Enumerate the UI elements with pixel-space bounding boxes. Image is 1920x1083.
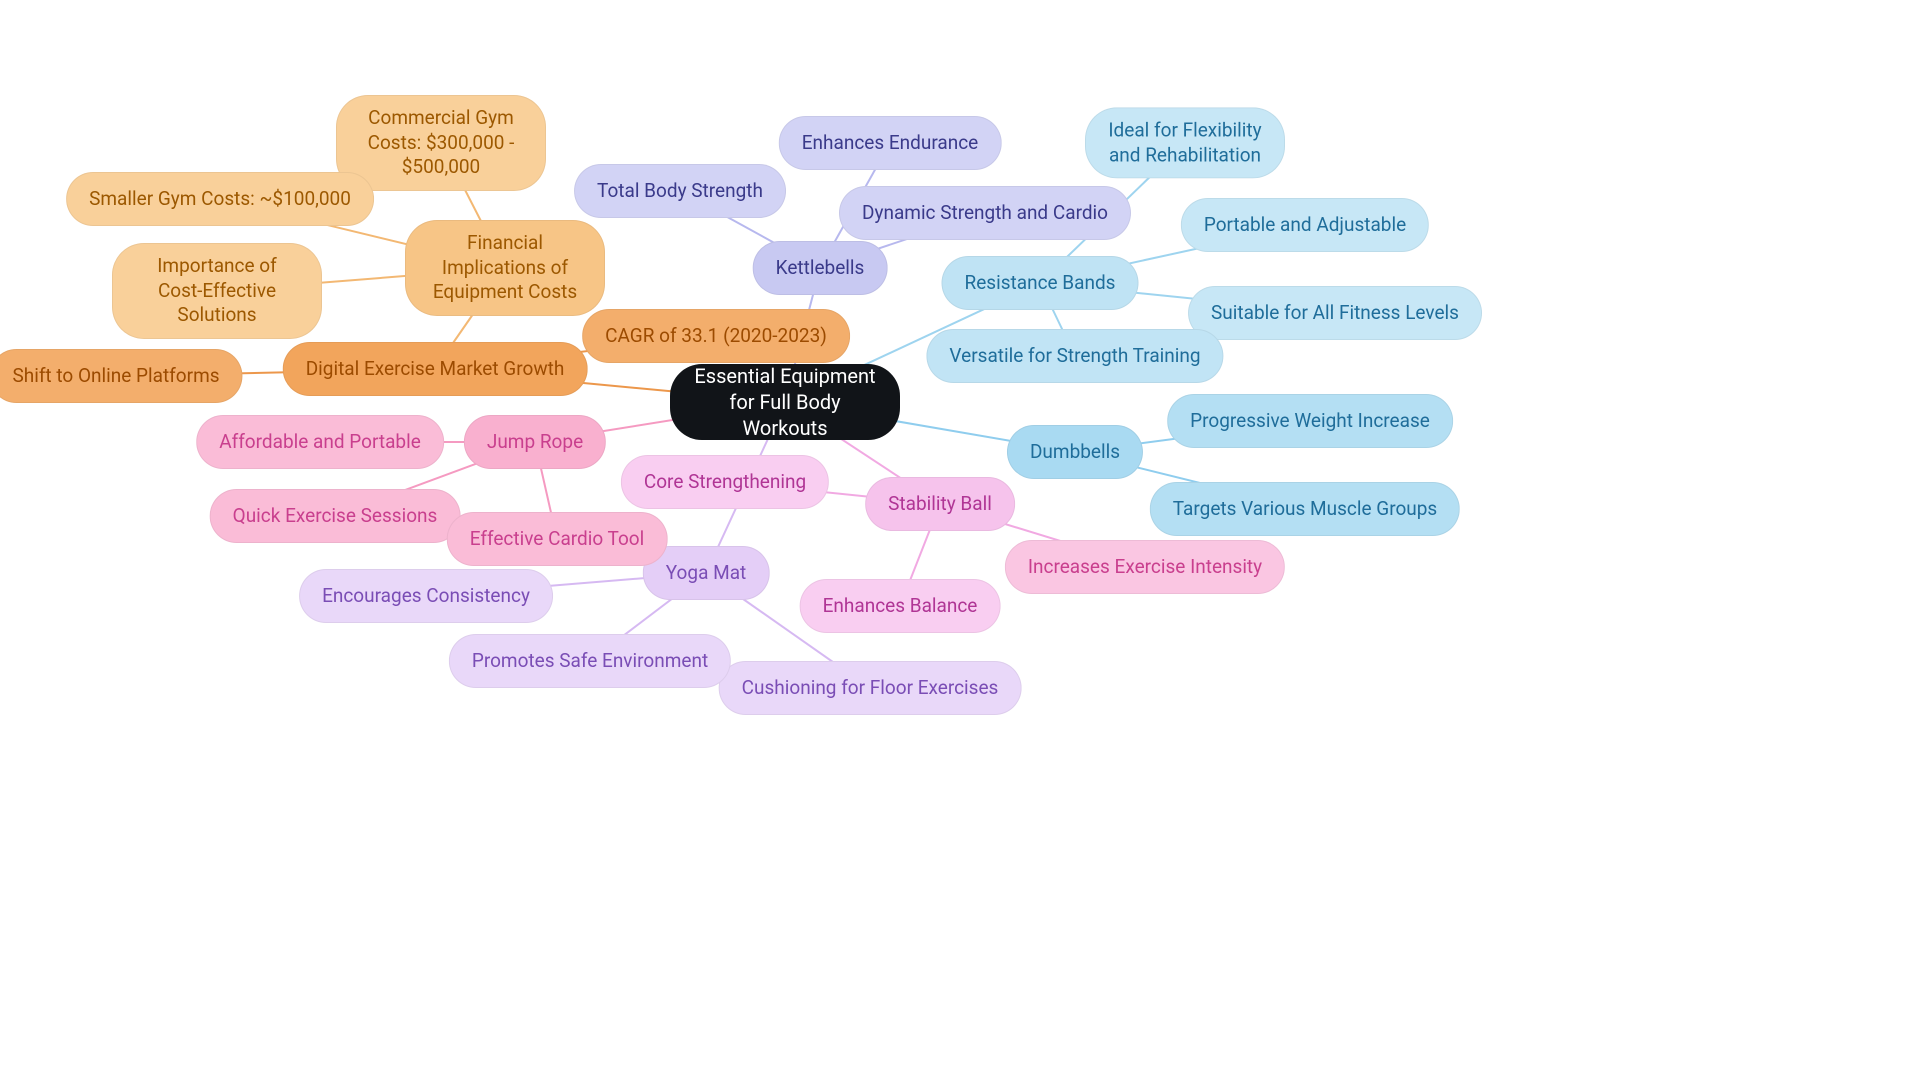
- node-label: Encourages Consistency: [322, 584, 530, 609]
- node-ket_dyn: Dynamic Strength and Cardio: [839, 186, 1131, 240]
- node-fin_small: Smaller Gym Costs: ~$100,000: [66, 172, 374, 226]
- node-label: Commercial Gym Costs: $300,000 - $500,00…: [359, 106, 523, 180]
- node-label: Smaller Gym Costs: ~$100,000: [89, 187, 351, 212]
- node-ket_end: Enhances Endurance: [779, 116, 1002, 170]
- node-label: Effective Cardio Tool: [470, 527, 645, 552]
- node-label: Progressive Weight Increase: [1190, 409, 1430, 434]
- node-label: Digital Exercise Market Growth: [306, 357, 565, 382]
- node-dumb_targ: Targets Various Muscle Groups: [1150, 482, 1460, 536]
- node-yoga_safe: Promotes Safe Environment: [449, 634, 731, 688]
- node-label: Financial Implications of Equipment Cost…: [428, 231, 582, 305]
- node-label: Increases Exercise Intensity: [1028, 555, 1262, 580]
- node-label: Targets Various Muscle Groups: [1173, 497, 1437, 522]
- node-fin_cost: Importance of Cost-Effective Solutions: [112, 243, 322, 339]
- node-jump_quick: Quick Exercise Sessions: [210, 489, 461, 543]
- node-label: Ideal for Flexibility and Rehabilitation: [1108, 118, 1262, 167]
- node-label: Quick Exercise Sessions: [233, 504, 438, 529]
- node-stab_core: Core Strengthening: [621, 455, 829, 509]
- node-res_levels: Suitable for All Fitness Levels: [1188, 286, 1482, 340]
- node-dumb_prog: Progressive Weight Increase: [1167, 394, 1453, 448]
- node-fin: Financial Implications of Equipment Cost…: [405, 220, 605, 316]
- node-label: Cushioning for Floor Exercises: [742, 676, 999, 701]
- node-dumb: Dumbbells: [1007, 425, 1143, 479]
- node-jump: Jump Rope: [464, 415, 606, 469]
- node-jump_card: Effective Cardio Tool: [447, 512, 668, 566]
- node-yoga_cush: Cushioning for Floor Exercises: [719, 661, 1022, 715]
- node-label: Enhances Balance: [823, 594, 978, 619]
- node-res_port: Portable and Adjustable: [1181, 198, 1429, 252]
- node-label: Dumbbells: [1030, 440, 1120, 465]
- node-fin_com: Commercial Gym Costs: $300,000 - $500,00…: [336, 95, 546, 191]
- node-digi_cagr: CAGR of 33.1 (2020-2023): [582, 309, 850, 363]
- node-label: Stability Ball: [888, 492, 992, 517]
- node-ket_tot: Total Body Strength: [574, 164, 786, 218]
- node-jump_aff: Affordable and Portable: [196, 415, 444, 469]
- node-label: Total Body Strength: [597, 179, 763, 204]
- node-label: Core Strengthening: [644, 470, 806, 495]
- node-label: Resistance Bands: [965, 271, 1116, 296]
- node-label: Versatile for Strength Training: [949, 344, 1200, 369]
- node-res_vers: Versatile for Strength Training: [926, 329, 1223, 383]
- node-label: Jump Rope: [487, 430, 583, 455]
- root-node: Essential Equipment for Full Body Workou…: [670, 364, 900, 440]
- node-label: Kettlebells: [776, 256, 865, 281]
- node-res_flex: Ideal for Flexibility and Rehabilitation: [1085, 107, 1285, 178]
- node-label: CAGR of 33.1 (2020-2023): [605, 324, 827, 349]
- node-digi: Digital Exercise Market Growth: [283, 342, 588, 396]
- node-stab: Stability Ball: [865, 477, 1015, 531]
- node-stab_int: Increases Exercise Intensity: [1005, 540, 1285, 594]
- node-label: Yoga Mat: [666, 561, 747, 586]
- node-label: Promotes Safe Environment: [472, 649, 708, 674]
- node-label: Affordable and Portable: [219, 430, 421, 455]
- node-stab_bal: Enhances Balance: [800, 579, 1001, 633]
- node-digi_shift: Shift to Online Platforms: [0, 349, 243, 403]
- node-label: Enhances Endurance: [802, 131, 979, 156]
- node-label: Shift to Online Platforms: [12, 364, 219, 389]
- node-resistance: Resistance Bands: [942, 256, 1139, 310]
- node-kettle: Kettlebells: [753, 241, 888, 295]
- node-label: Suitable for All Fitness Levels: [1211, 301, 1459, 326]
- node-label: Importance of Cost-Effective Solutions: [135, 254, 299, 328]
- root-label: Essential Equipment for Full Body Workou…: [692, 363, 878, 441]
- node-label: Dynamic Strength and Cardio: [862, 201, 1108, 226]
- node-yoga_cons: Encourages Consistency: [299, 569, 553, 623]
- node-label: Portable and Adjustable: [1204, 213, 1406, 238]
